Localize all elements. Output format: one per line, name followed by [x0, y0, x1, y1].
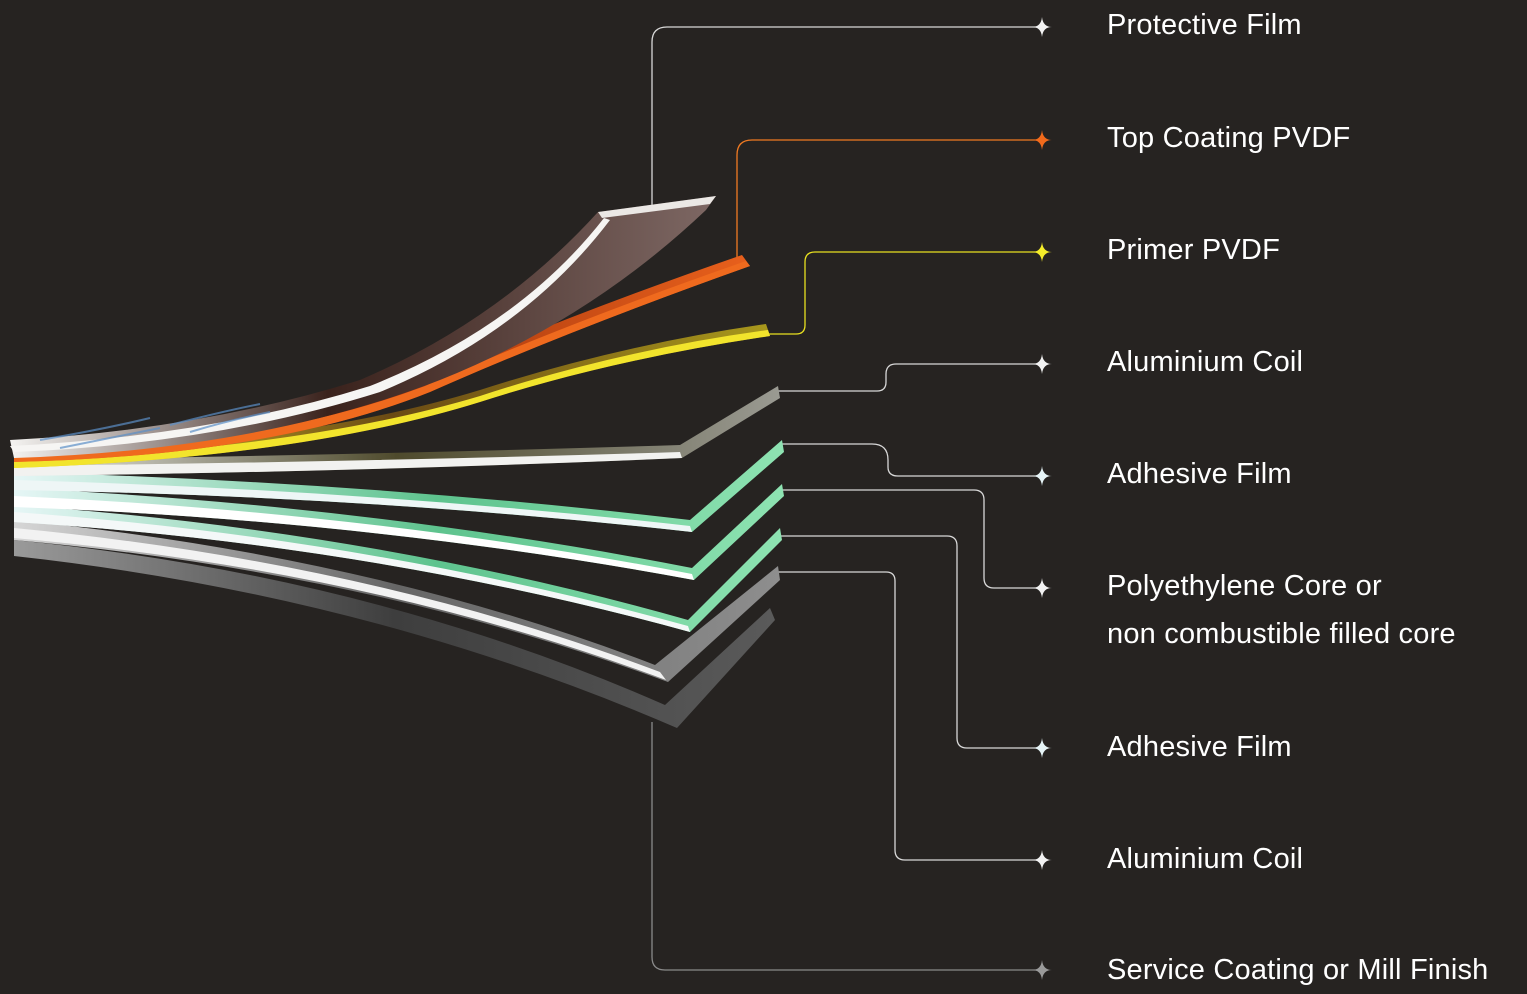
- leader-line-6: [780, 535, 1042, 749]
- label-core: Polyethylene Core or non combustible fil…: [1107, 562, 1456, 658]
- label-line-1: Polyethylene Core or: [1107, 570, 1382, 602]
- star-marker-3: [1032, 354, 1052, 374]
- layer-aluminium-top: [14, 386, 780, 476]
- layer-primer-edge: [14, 330, 770, 468]
- leader-line-4: [780, 443, 1042, 477]
- layer-adhesive-top-edge: [14, 480, 692, 532]
- star-marker-0: [1032, 17, 1052, 37]
- layer-protective-film: [10, 196, 716, 458]
- label-line-2: non combustible filled core: [1107, 618, 1456, 650]
- star-marker-6: [1032, 738, 1052, 758]
- label-line: Adhesive Film: [1107, 458, 1292, 490]
- star-marker-5: [1032, 578, 1052, 598]
- leader-line-3: [778, 363, 1042, 392]
- label-adhesive-film-bottom: Adhesive Film: [1107, 723, 1292, 771]
- label-aluminium-coil-bottom: Aluminium Coil: [1107, 835, 1303, 883]
- label-top-coating-pvdf: Top Coating PVDF: [1107, 114, 1350, 162]
- layer-service-coating: [14, 540, 775, 728]
- label-aluminium-coil-top: Aluminium Coil: [1107, 338, 1303, 386]
- label-line: Primer PVDF: [1107, 234, 1280, 266]
- layer-aluminium-bottom-edge: [14, 528, 666, 680]
- label-adhesive-film-top: Adhesive Film: [1107, 450, 1292, 498]
- label-primer-pvdf: Primer PVDF: [1107, 226, 1280, 274]
- leader-line-8: [651, 722, 1042, 971]
- label-line: Adhesive Film: [1107, 731, 1292, 763]
- label-line: Top Coating PVDF: [1107, 122, 1351, 154]
- leader-line-2: [768, 251, 1042, 335]
- leader-line-5: [780, 489, 1042, 589]
- leader-line-7: [778, 571, 1042, 861]
- label-line: Service Coating or Mill Finish: [1107, 954, 1489, 986]
- star-marker-4: [1032, 466, 1052, 486]
- label-line: Aluminium Coil: [1107, 843, 1304, 875]
- star-marker-2: [1032, 242, 1052, 262]
- layer-protective-film-top: [598, 196, 716, 218]
- layer-protective-film-edge: [10, 218, 610, 452]
- star-marker-7: [1032, 850, 1052, 870]
- layer-aluminium-top-edge: [14, 452, 682, 476]
- star-marker-8: [1032, 960, 1052, 980]
- label-line: Aluminium Coil: [1107, 346, 1304, 378]
- label-line: Protective Film: [1107, 9, 1302, 41]
- layer-adhesive-bottom-edge: [14, 512, 690, 632]
- leader-line-0: [651, 26, 1042, 205]
- label-service-coating: Service Coating or Mill Finish: [1107, 946, 1489, 994]
- label-protective-film: Protective Film: [1107, 1, 1302, 49]
- leader-line-1: [736, 139, 1042, 258]
- layer-core-edge: [14, 496, 694, 580]
- star-marker-1: [1032, 130, 1052, 150]
- protective-film-print-pattern: [39, 403, 271, 449]
